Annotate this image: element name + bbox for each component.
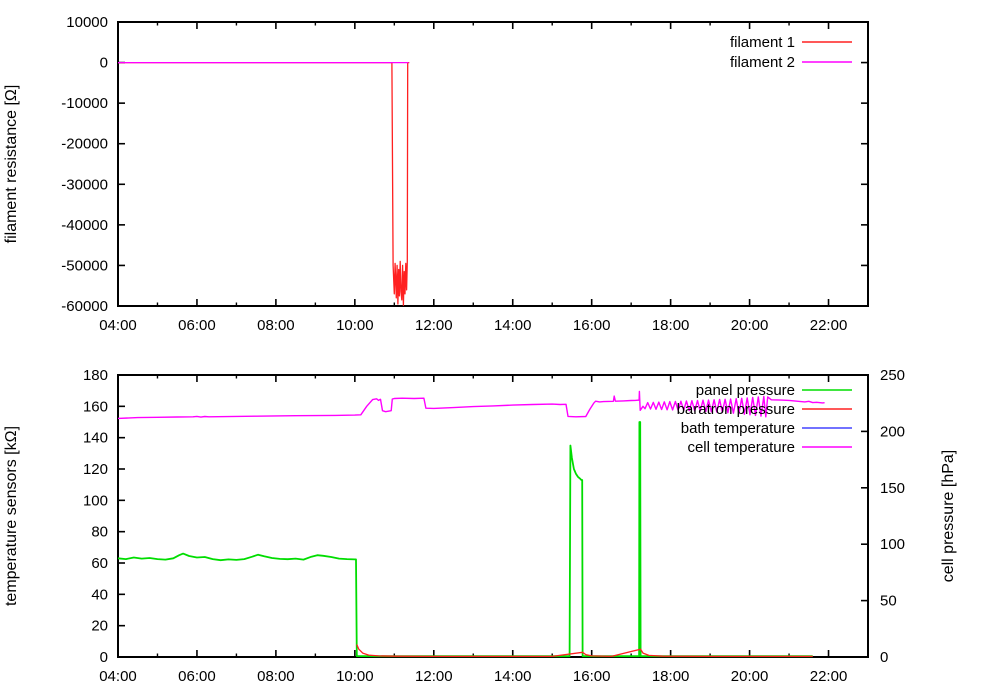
temperature-pressure-chart-x-tick-label: 14:00	[494, 668, 532, 685]
filament-resistance-chart-y-tick-label: -20000	[61, 136, 108, 153]
filament-resistance-chart-x-tick-label: 20:00	[731, 317, 769, 334]
temperature-pressure-chart-y-tick-label: 60	[91, 555, 108, 572]
filament-resistance-chart-y-axis-title: filament resistance [Ω]	[3, 85, 20, 244]
filament-resistance-chart-y-tick-label: 0	[100, 55, 108, 72]
filament-resistance-chart-x-tick-label: 16:00	[573, 317, 611, 334]
filament-resistance-chart-y-tick-label: -40000	[61, 217, 108, 234]
filament-resistance-chart-y-tick-label: 10000	[66, 14, 108, 31]
temperature-pressure-chart-y-tick-label: 140	[83, 430, 108, 447]
temperature-pressure-chart-legend: panel pressure baratron pressure bath temp…	[677, 382, 852, 456]
filament-resistance-chart-x-tick-label: 18:00	[652, 317, 690, 334]
temperature-pressure-chart-x-tick-label: 20:00	[731, 668, 769, 685]
temperature-pressure-chart-y2-axis-title: cell pressure [hPa]	[940, 450, 957, 583]
temperature-pressure-chart-y-tick-label: 40	[91, 586, 108, 603]
filament-resistance-chart-x-tick-label: 10:00	[336, 317, 374, 334]
temperature-pressure-chart-x-tick-label: 18:00	[652, 668, 690, 685]
temperature-pressure-chart-y-tick-label: 20	[91, 618, 108, 635]
temperature-pressure-chart-y2-tick-label: 0	[880, 649, 888, 666]
temperature-pressure-chart-y2-tick-label: 50	[880, 593, 897, 610]
legend-label: filament 1	[730, 34, 795, 51]
filament-resistance-chart-series-filament-1	[118, 61, 410, 306]
temperature-pressure-chart-x-tick-label: 16:00	[573, 668, 611, 685]
temperature-pressure-chart-x-tick-label: 10:00	[336, 668, 374, 685]
filament-resistance-chart-axes: 04:00 06:00 08:00 10:00 12:00 14:00 16:00 18:00…	[3, 14, 869, 334]
filament-resistance-chart: 04:00 06:00 08:00 10:00 12:00 14:00 16:00 18:00…	[3, 14, 869, 334]
temperature-pressure-chart-axes: 04:00 06:00 08:00 10:00 12:00 14:00 16:00 18:00…	[3, 367, 957, 685]
temperature-pressure-chart-y2-tick-label: 150	[880, 480, 905, 497]
filament-resistance-chart-x-tick-label: 04:00	[99, 317, 137, 334]
temperature-pressure-chart-y2-tick-label: 200	[880, 423, 905, 440]
filament-resistance-chart-y-tick-label: -50000	[61, 257, 108, 274]
temperature-pressure-chart-x-tick-label: 08:00	[257, 668, 295, 685]
temperature-pressure-chart-y-axis-title: temperature sensors [kΩ]	[3, 426, 20, 606]
filament-resistance-chart-x-tick-label: 06:00	[178, 317, 216, 334]
legend-label: cell temperature	[687, 439, 795, 456]
temperature-pressure-chart-y2-tick-label: 250	[880, 367, 905, 384]
legend-label: panel pressure	[696, 382, 795, 399]
temperature-pressure-chart-y2-tick-label: 100	[880, 536, 905, 553]
filament-resistance-chart-x-tick-label: 12:00	[415, 317, 453, 334]
filament-resistance-chart-y-tick-label: -30000	[61, 176, 108, 193]
legend-label: baratron pressure	[677, 401, 795, 418]
filament-resistance-chart-legend: filament 1 filament 2	[730, 34, 852, 71]
temperature-pressure-chart-y-tick-label: 80	[91, 524, 108, 541]
filament-resistance-chart-y-tick-label: -10000	[61, 95, 108, 112]
temperature-pressure-chart-series-baratron-pressure	[356, 644, 813, 658]
temperature-pressure-chart-x-tick-label: 04:00	[99, 668, 137, 685]
temperature-pressure-chart-x-tick-label: 06:00	[178, 668, 216, 685]
temperature-pressure-chart-x-tick-label: 12:00	[415, 668, 453, 685]
filament-resistance-chart-y-tick-label: -60000	[61, 298, 108, 315]
temperature-pressure-chart-y-tick-label: 120	[83, 461, 108, 478]
filament-resistance-chart-x-tick-label: 14:00	[494, 317, 532, 334]
temperature-pressure-chart-x-tick-label: 22:00	[810, 668, 848, 685]
temperature-pressure-chart-y-tick-label: 180	[83, 367, 108, 384]
temperature-pressure-chart-y-tick-label: 100	[83, 492, 108, 509]
temperature-pressure-chart-y-tick-label: 0	[100, 649, 108, 666]
filament-resistance-chart-x-tick-label: 08:00	[257, 317, 295, 334]
filament-resistance-chart-x-tick-label: 22:00	[810, 317, 848, 334]
temperature-pressure-chart-series-cell-temperature	[117, 390, 825, 420]
temperature-pressure-chart-y-tick-label: 160	[83, 398, 108, 415]
temperature-pressure-chart-series-panel-pressure	[117, 421, 813, 658]
legend-label: bath temperature	[681, 420, 795, 437]
legend-label: filament 2	[730, 54, 795, 71]
temperature-pressure-chart: 04:00 06:00 08:00 10:00 12:00 14:00 16:00 18:00…	[3, 367, 957, 685]
